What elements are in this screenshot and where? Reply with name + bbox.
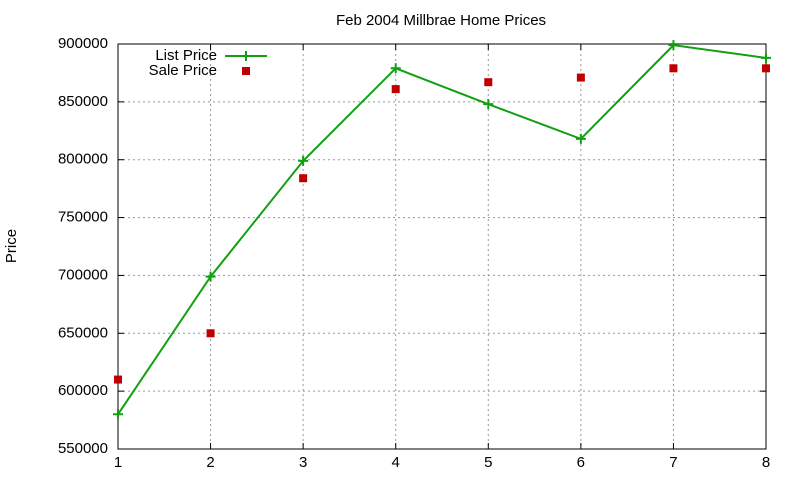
x-tick-label: 6 — [577, 454, 585, 471]
x-tick-label: 4 — [392, 454, 400, 471]
point-marker — [669, 64, 678, 73]
point-marker — [298, 155, 309, 166]
point-marker — [299, 174, 308, 183]
x-tick-label: 3 — [299, 454, 307, 471]
point-marker — [391, 85, 400, 94]
y-tick-label: 750000 — [58, 209, 108, 226]
x-tick-label: 2 — [206, 454, 214, 471]
point-marker — [206, 329, 215, 338]
point-marker — [390, 63, 401, 74]
point-marker — [484, 78, 493, 87]
y-tick-label: 550000 — [58, 440, 108, 457]
point-marker — [761, 52, 771, 63]
y-tick-label: 900000 — [58, 35, 108, 52]
y-tick-label: 800000 — [58, 151, 108, 168]
legend-label: List Price — [155, 47, 217, 64]
point-marker — [668, 40, 679, 51]
legend-label: Sale Price — [149, 62, 217, 79]
series-line — [117, 44, 767, 415]
legend-marker — [241, 51, 251, 61]
legend-marker — [242, 67, 250, 75]
x-tick-label: 8 — [762, 454, 770, 471]
x-tick-label: 5 — [484, 454, 492, 471]
plot-frame — [117, 43, 767, 450]
point-marker — [114, 375, 122, 384]
point-marker — [576, 73, 585, 82]
x-tick-label: 7 — [669, 454, 677, 471]
chart-title: Feb 2004 Millbrae Home Prices — [336, 12, 546, 29]
y-tick-label: 850000 — [58, 93, 108, 110]
point-marker — [113, 409, 123, 420]
y-tick-label: 700000 — [58, 266, 108, 283]
x-tick-label: 1 — [114, 454, 122, 471]
y-tick-label: 650000 — [58, 324, 108, 341]
y-tick-label: 600000 — [58, 382, 108, 399]
y-axis-label: Price — [3, 229, 20, 263]
point-marker — [575, 133, 586, 144]
point-marker — [483, 99, 494, 110]
point-marker — [205, 271, 216, 282]
point-marker — [762, 64, 770, 73]
